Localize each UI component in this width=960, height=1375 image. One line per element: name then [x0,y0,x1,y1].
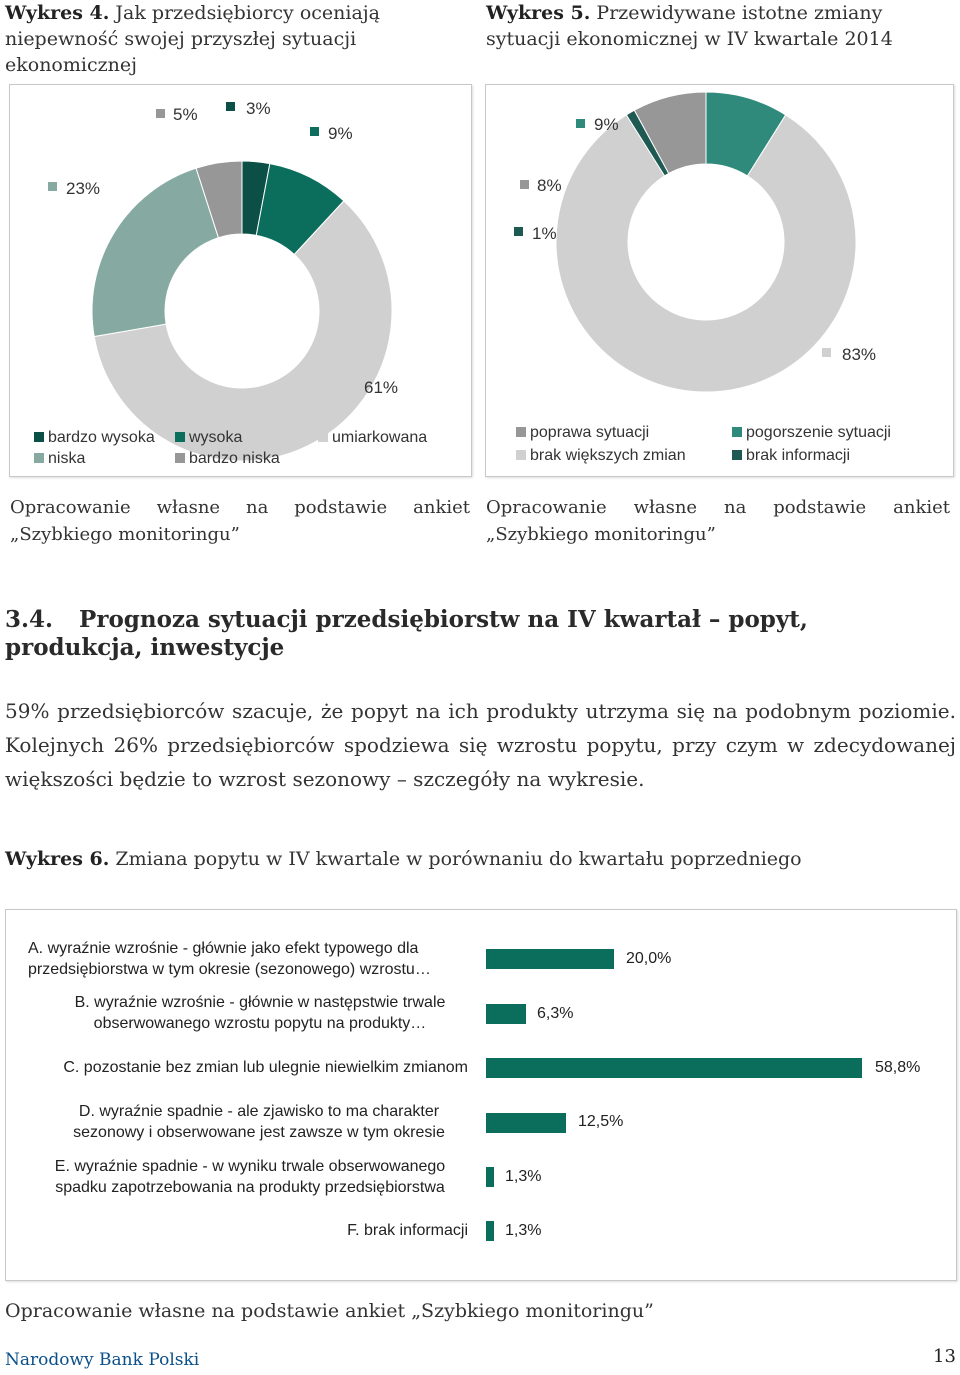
legend-item-wysoka: wysoka [175,429,242,447]
legend-item-pogorszenie: pogorszenie sytuacji [732,424,891,442]
chart5-title-number: Wykres 5. [486,2,591,24]
value-label-pogorszenie: 9% [594,115,619,134]
legend-item-umiarkowana: umiarkowana [318,429,427,447]
chart6-source: Opracowanie własne na podstawie ankiet „… [5,1300,654,1322]
section-heading: 3.4. Prognoza sytuacji przedsiębiorstw na… [5,606,945,662]
legend-item-brak-zmian: brak większych zmian [516,447,686,465]
bar-label-a: A. wyraźnie wzrośnie - głównie jako efek… [28,940,431,978]
legend-label: bardzo wysoka [48,429,155,446]
bar-a [486,949,614,969]
bar-c [486,1058,862,1078]
bar-label-c: C. pozostanie bez zmian lub ulegnie niew… [63,1059,468,1076]
bar-value-d: 12,5% [578,1113,624,1130]
legend-item-niska: niska [34,450,85,468]
bar-e [486,1167,495,1187]
chart5-title-text: Przewidywane istotne zmiany sytuacji eko… [486,2,893,50]
chart5-donut: 9% 8% 1% 83% [514,91,876,393]
label-marker-bardzo-niska [156,109,165,118]
value-label-bardzo-niska: 5% [173,105,198,124]
chart6-title-number: Wykres 6. [5,848,110,870]
label-marker-wysoka [310,127,319,136]
bar-value-c: 58,8% [875,1059,921,1076]
legend-label: wysoka [189,429,243,446]
bar-label-f: F. brak informacji [347,1222,468,1239]
value-label-wysoka: 9% [328,124,353,143]
legend-item-bardzo-niska: bardzo niska [175,450,280,468]
bar-label-b: B. wyraźnie wzrośnie - głównie w następs… [74,994,446,1032]
donut-slice-umiarkowana [93,200,393,462]
bar-label-e: E. wyraźnie spadnie - w wyniku trwale ob… [54,1158,446,1196]
value-label-umiarkowana: 61% [364,378,398,397]
section-number: 3.4. [5,606,54,633]
bar-value-f: 1,3% [505,1222,542,1239]
value-label-brak-zmian: 83% [842,345,876,364]
bar-d [486,1113,566,1133]
bar-value-e: 1,3% [505,1168,542,1185]
label-marker-umiarkowana [347,382,356,391]
legend-label: bardzo niska [189,450,280,467]
label-marker-brak-zmian [822,348,831,357]
legend-item-poprawa: poprawa sytuacji [516,424,649,442]
legend-item-brak-informacji: brak informacji [732,447,850,465]
chart4-title: Wykres 4. Jak przedsiębiorcy oceniają ni… [5,0,475,78]
label-marker-pogorszenie [576,119,585,128]
legend-label: brak większych zmian [530,447,686,464]
bar-b [486,1004,527,1024]
chart5-frame: 9% 8% 1% 83% poprawa sytuacji pogorszeni… [485,84,954,477]
bar-f [486,1221,495,1241]
donut-slice-brak-większych-zmian [555,114,857,393]
bar-value-b: 6,3% [537,1005,574,1022]
chart4-title-number: Wykres 4. [5,2,110,24]
chart4-title-text: Jak przedsiębiorcy oceniają niepewność s… [5,2,381,76]
value-label-brak-informacji: 1% [532,224,557,243]
chart4-frame: 5% 3% 9% 23% 61% bardzo wysoka wysoka um… [9,84,472,477]
legend-label: brak informacji [746,447,851,464]
label-marker-bardzo-wysoka [226,102,235,111]
bar-value-a: 20,0% [626,950,672,967]
chart6-title-text: Zmiana popytu w IV kwartale w porównaniu… [109,848,802,870]
label-marker-brak-informacji [514,227,523,236]
label-marker-poprawa [520,180,529,189]
chart6-frame: A. wyraźnie wzrośnie - głównie jako efek… [5,909,957,1281]
chart5-title: Wykres 5. Przewidywane istotne zmiany sy… [486,0,956,52]
value-label-niska: 23% [66,179,100,198]
chart4-source: Opracowanie własne na podstawie ankiet „… [10,497,470,545]
page-number: 13 [933,1346,956,1367]
donut-slice-poprawa-sytuacji [633,91,707,175]
legend-label: pogorszenie sytuacji [746,424,891,441]
footer-publisher: Narodowy Bank Polski [5,1350,200,1370]
legend-item-bardzo-wysoka: bardzo wysoka [34,429,155,447]
chart6-title: Wykres 6. Zmiana popytu w IV kwartale w … [5,848,802,870]
donut-slice-bardzo-niska [195,160,243,239]
value-label-poprawa: 8% [537,176,562,195]
section-paragraph: 59% przedsiębiorców szacuje, że popyt na… [5,699,956,791]
bar-label-d: D. wyraźnie spadnie - ale zjawisko to ma… [73,1103,445,1141]
label-marker-niska [48,182,57,191]
section-title: Prognoza sytuacji przedsiębiorstw na IV … [5,606,808,661]
donut-slice-niska [91,167,220,338]
chart4-donut: 5% 3% 9% 23% 61% [48,99,398,462]
chart5-source: Opracowanie własne na podstawie ankiet „… [486,497,950,545]
legend-label: niska [48,450,86,467]
value-label-bardzo-wysoka: 3% [246,99,271,118]
legend-label: poprawa sytuacji [530,424,650,441]
legend-label: umiarkowana [332,429,428,446]
